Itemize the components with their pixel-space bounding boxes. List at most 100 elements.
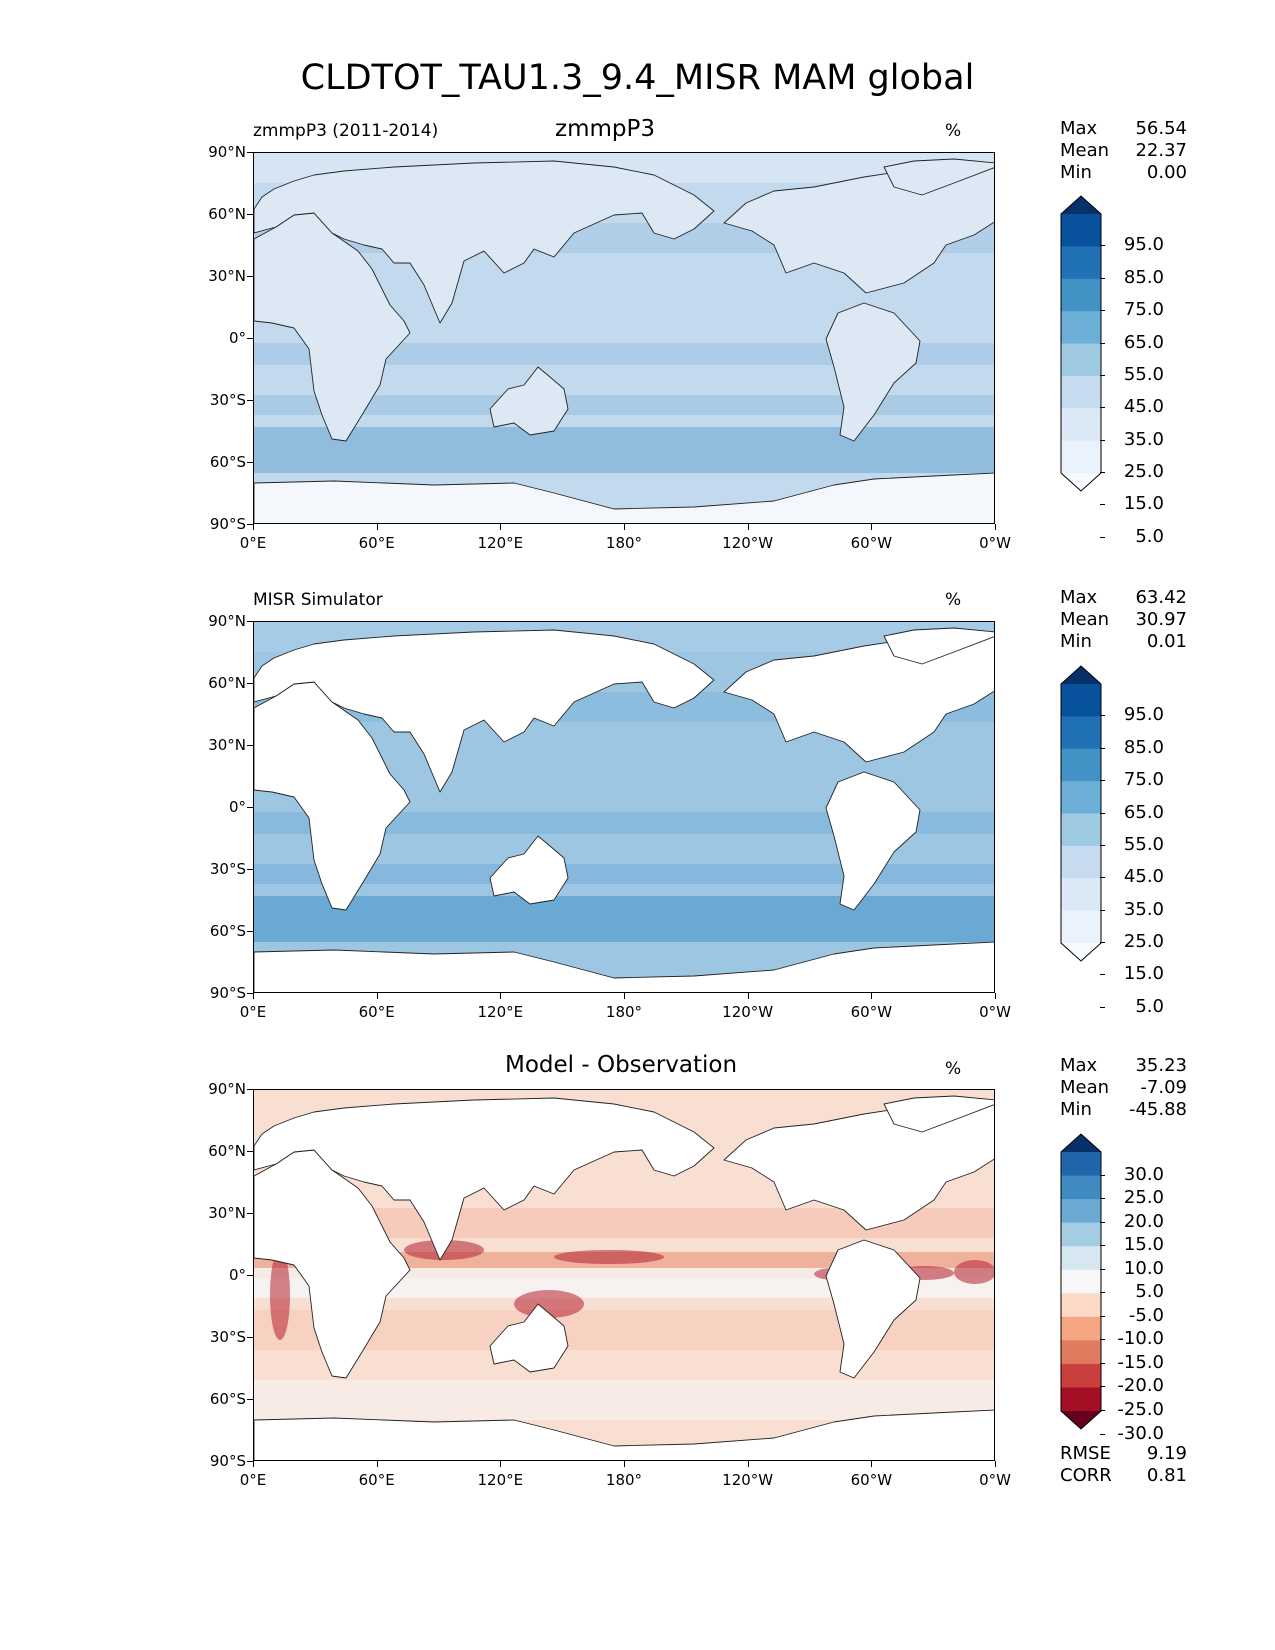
- colorbar-tick: [1100, 715, 1105, 717]
- colorbar-tick: [1100, 1362, 1105, 1364]
- colorbar-level-label: 95.0: [1123, 234, 1164, 256]
- coastline-australia: [489, 366, 569, 436]
- lat-tick-mark: [247, 683, 253, 684]
- colorbar-level-label: -5.0: [1128, 1304, 1164, 1326]
- colorbar-tick: [1100, 844, 1105, 846]
- colorbar-level-label: 5.0: [1135, 525, 1164, 547]
- coastline-greenland: [883, 158, 994, 196]
- lon-tick-mark: [995, 1461, 996, 1467]
- colorbar-tick: [1100, 942, 1105, 943]
- lon-tick-mark: [747, 524, 749, 530]
- lat-tick-label: 30°N: [208, 1204, 246, 1222]
- colorbar-segment: [1061, 845, 1101, 879]
- lat-tick-label: 90°S: [209, 1452, 246, 1470]
- lon-tick-label: 180°: [605, 1003, 643, 1021]
- lat-tick-label: 30°S: [209, 1328, 246, 1346]
- colorbar-level-label: 95.0: [1123, 704, 1164, 726]
- colorbar-segment: [1061, 408, 1101, 442]
- lon-tick-label: 120°E: [477, 1471, 524, 1489]
- colorbar-tick: [1100, 909, 1105, 911]
- colorbar-tick: [1100, 310, 1105, 312]
- lon-tick-label: 60°W: [850, 1003, 893, 1021]
- colorbar-level-label: 5.0: [1135, 1281, 1164, 1303]
- colorbar-segment: [1061, 1246, 1101, 1271]
- map-svg-2: [254, 1090, 994, 1460]
- colorbar-extend-bottom: [1061, 943, 1101, 961]
- colorbar-tick: [1100, 504, 1105, 506]
- lon-tick-mark: [253, 993, 254, 999]
- coastline-antarctica: [254, 472, 994, 523]
- colorbar-level-label: -20.0: [1117, 1375, 1164, 1397]
- stat-value: -45.88: [1128, 1099, 1187, 1120]
- latitude-band: [254, 896, 994, 942]
- lon-tick-mark: [500, 1461, 502, 1467]
- colorbar-level-label: 10.0: [1123, 1257, 1164, 1279]
- colorbar-tick: [1100, 1174, 1105, 1176]
- colorbar-1: [1060, 665, 1102, 962]
- lat-tick-mark: [247, 1337, 253, 1338]
- lat-tick-label: 60°N: [208, 674, 246, 692]
- colorbar-tick: [1100, 780, 1105, 782]
- lat-tick-label: 60°N: [208, 205, 246, 223]
- colorbar-segment: [1061, 246, 1101, 280]
- colorbar-tick: [1100, 374, 1105, 376]
- lat-tick-label: 60°S: [209, 453, 246, 471]
- lon-tick-label: 0°E: [239, 1471, 267, 1489]
- colorbar-level-label: 15.0: [1123, 493, 1164, 515]
- anomaly-patch: [270, 1250, 290, 1340]
- colorbar-segment: [1061, 878, 1101, 912]
- colorbar-extend-top: [1061, 1134, 1101, 1152]
- colorbar-extend-top: [1061, 196, 1101, 214]
- colorbar-tick: [1100, 1433, 1105, 1435]
- lon-tick-mark: [624, 524, 625, 530]
- lat-tick-mark: [247, 869, 253, 870]
- panel-1-map: [253, 621, 995, 993]
- metric-value: 9.19: [1146, 1443, 1187, 1464]
- lon-tick-label: 60°E: [358, 1003, 395, 1021]
- lon-tick-mark: [500, 524, 502, 530]
- latitude-band: [254, 812, 994, 834]
- colorbar-level-label: -10.0: [1117, 1328, 1164, 1350]
- colorbar-segment: [1061, 748, 1101, 782]
- lon-tick-label: 60°E: [358, 534, 395, 552]
- panel-0-map: [253, 152, 995, 524]
- lon-tick-mark: [747, 1461, 749, 1467]
- colorbar-segment: [1061, 781, 1101, 814]
- stat-label: Max: [1060, 587, 1098, 608]
- colorbar-tick: [1100, 747, 1105, 749]
- lat-tick-mark: [247, 214, 253, 215]
- lon-tick-mark: [253, 524, 254, 530]
- panel-0-case-label: zmmpP3 (2011-2014): [253, 121, 439, 141]
- latitude-band: [254, 395, 994, 415]
- lon-tick-mark: [376, 993, 378, 999]
- lon-tick-mark: [624, 1461, 625, 1467]
- colorbar-extend-bottom: [1061, 1411, 1101, 1429]
- colorbar-tick: [1100, 877, 1105, 879]
- colorbar-level-label: 45.0: [1123, 866, 1164, 888]
- latitude-band: [254, 1380, 994, 1420]
- colorbar-extend-top: [1061, 666, 1101, 684]
- lat-tick-mark: [247, 931, 253, 932]
- lon-tick-label: 0°W: [979, 1471, 1011, 1489]
- colorbar-tick: [1100, 1410, 1105, 1411]
- colorbar-segment: [1061, 311, 1101, 344]
- lon-tick-mark: [500, 993, 502, 999]
- colorbar-level-label: 25.0: [1123, 1187, 1164, 1209]
- stat-value: 30.97: [1135, 609, 1187, 630]
- colorbar-tick: [1100, 1268, 1105, 1270]
- coastline-eurasia: [254, 160, 715, 324]
- stat-label: Max: [1060, 1055, 1098, 1076]
- lat-tick-mark: [247, 1399, 253, 1400]
- lat-tick-label: 60°N: [208, 1142, 246, 1160]
- colorbar-level-label: 35.0: [1123, 428, 1164, 450]
- stat-label: Mean: [1060, 609, 1110, 630]
- lat-tick-mark: [247, 400, 253, 401]
- latitude-band: [254, 343, 994, 365]
- lat-tick-mark: [247, 1275, 253, 1276]
- map-svg-1: [254, 622, 994, 992]
- lon-tick-label: 120°E: [477, 1003, 524, 1021]
- lon-tick-label: 120°E: [477, 534, 524, 552]
- colorbar-2: [1060, 1133, 1102, 1430]
- lat-tick-label: 30°N: [208, 267, 246, 285]
- coastline-namerica: [723, 162, 994, 294]
